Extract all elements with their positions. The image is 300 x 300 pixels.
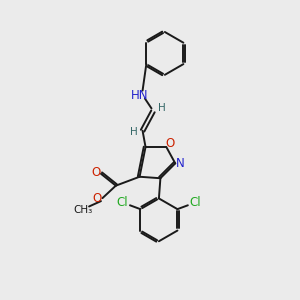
Text: HN: HN [131, 88, 148, 101]
Text: O: O [91, 166, 100, 179]
Text: Cl: Cl [190, 196, 201, 209]
Text: O: O [166, 137, 175, 150]
Text: Cl: Cl [117, 196, 128, 209]
Text: H: H [130, 127, 137, 137]
Text: O: O [92, 192, 102, 205]
Text: CH₃: CH₃ [74, 205, 93, 215]
Text: H: H [158, 103, 166, 113]
Text: N: N [176, 157, 185, 170]
